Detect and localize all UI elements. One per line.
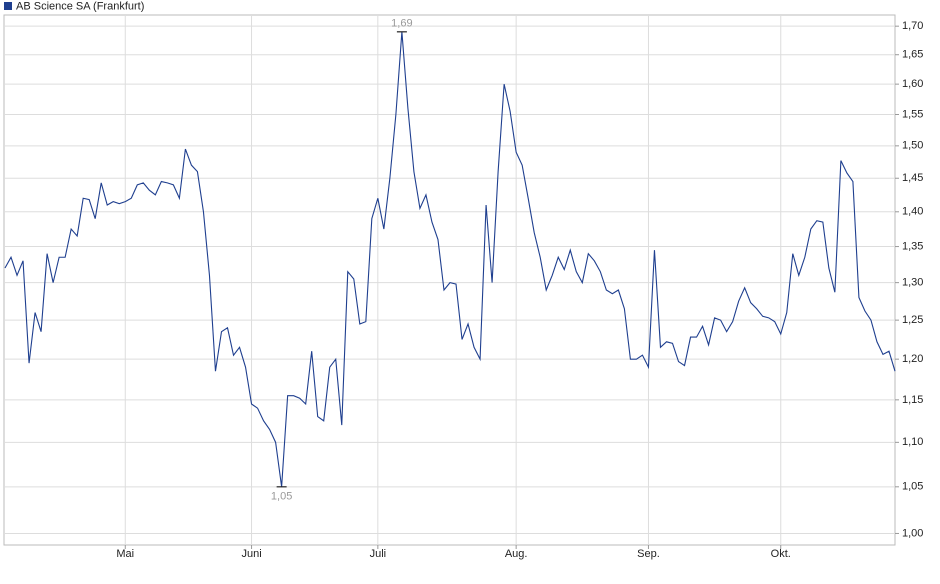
legend-swatch	[4, 2, 12, 10]
x-tick-label: Sep.	[637, 548, 660, 560]
x-tick-label: Juni	[241, 548, 261, 560]
x-tick-label: Okt.	[771, 548, 791, 560]
y-tick-label: 1,70	[902, 20, 923, 32]
y-tick-label: 1,65	[902, 49, 923, 61]
y-tick-label: 1,25	[902, 314, 923, 326]
legend-label: AB Science SA (Frankfurt)	[16, 0, 144, 12]
y-tick-label: 1,20	[902, 353, 923, 365]
price-line	[4, 31, 896, 487]
y-tick-label: 1,55	[902, 108, 923, 120]
y-tick-label: 1,50	[902, 140, 923, 152]
extreme-label: 1,69	[391, 18, 412, 30]
x-tick-label: Juli	[370, 548, 387, 560]
y-tick-label: 1,40	[902, 206, 923, 218]
y-tick-label: 1,15	[902, 394, 923, 406]
y-tick-label: 1,60	[902, 78, 923, 90]
y-tick-label: 1,30	[902, 277, 923, 289]
y-tick-label: 1,45	[902, 172, 923, 184]
x-tick-label: Mai	[116, 548, 134, 560]
y-tick-label: 1,10	[902, 436, 923, 448]
plot-area	[3, 14, 896, 546]
extreme-label: 1,05	[271, 491, 292, 503]
y-tick-label: 1,00	[902, 527, 923, 539]
y-tick-label: 1,35	[902, 240, 923, 252]
y-tick-label: 1,05	[902, 481, 923, 493]
x-tick-label: Aug.	[505, 548, 528, 560]
